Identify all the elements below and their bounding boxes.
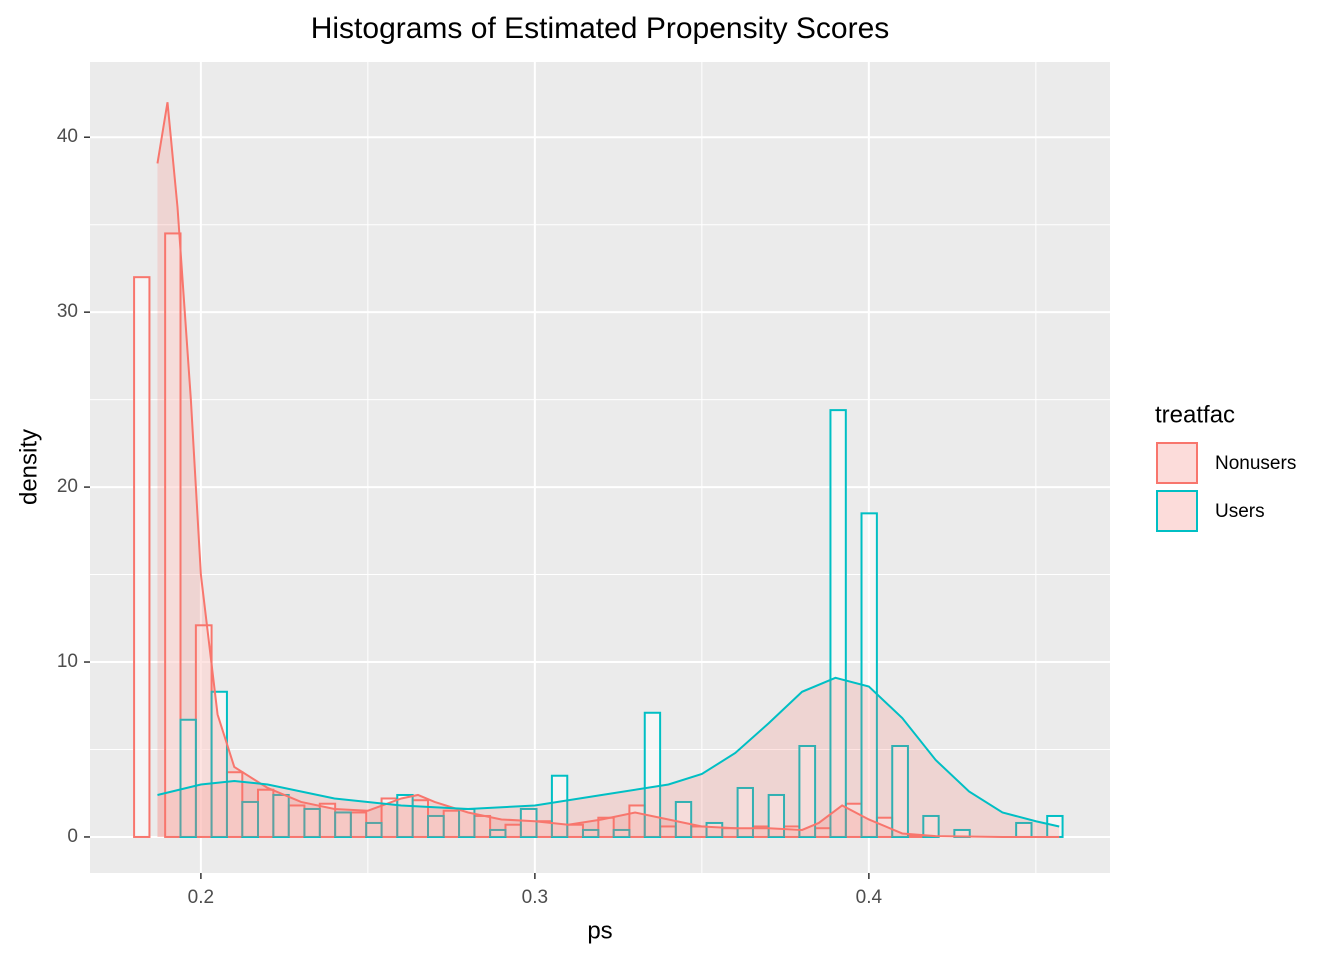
- histogram-bar: [860, 512, 878, 838]
- histogram-bar: [241, 800, 259, 838]
- plot-panel: [90, 62, 1110, 873]
- histogram-bar: [922, 814, 940, 838]
- histogram-bar: [426, 814, 445, 838]
- x-tick-label: 0.2: [188, 887, 214, 908]
- density-fill: [157, 677, 1060, 837]
- histogram-bar: [272, 793, 290, 838]
- y-tick-label: 20: [57, 476, 78, 497]
- histogram-bar: [612, 828, 631, 838]
- histogram-bar: [581, 828, 600, 838]
- legend-swatch: [1156, 442, 1198, 484]
- axes: 0.2 0.3 0.4 0 10 20 30 40: [57, 126, 883, 908]
- histogram-bar: [210, 690, 228, 838]
- histogram-bar: [133, 276, 151, 838]
- histogram-bar: [179, 718, 197, 838]
- legend-label: Users: [1215, 501, 1265, 522]
- histogram-bar: [303, 807, 321, 838]
- chart-title: Histograms of Estimated Propensity Score…: [311, 12, 890, 45]
- legend: treatfac Nonusers Users: [1155, 401, 1296, 532]
- legend-swatch: [1156, 490, 1198, 532]
- histogram-bar: [798, 744, 817, 838]
- histogram-bar: [164, 232, 182, 838]
- histogram-bar: [334, 811, 352, 838]
- histogram-bar: [550, 774, 569, 838]
- histogram-bar: [643, 711, 662, 838]
- y-axis-title: density: [15, 429, 42, 505]
- density-line: [156, 102, 1060, 838]
- histogram-bar: [767, 793, 786, 838]
- x-axis-title: ps: [587, 917, 612, 944]
- histogram-bar: [891, 744, 909, 838]
- y-tick-label: 30: [57, 301, 78, 322]
- legend-label: Nonusers: [1215, 453, 1296, 474]
- histogram-bar: [365, 821, 383, 838]
- y-tick-label: 0: [67, 826, 78, 847]
- y-tick-label: 10: [57, 651, 78, 672]
- histogram-bar: [829, 409, 847, 838]
- density-line: [157, 676, 1060, 828]
- histogram-bar: [736, 786, 754, 838]
- legend-title: treatfac: [1155, 401, 1235, 428]
- x-tick-label: 0.3: [522, 887, 548, 908]
- x-tick-label: 0.4: [856, 887, 883, 908]
- y-tick-label: 40: [57, 126, 78, 147]
- histogram-bar: [489, 828, 507, 838]
- histogram-bar: [674, 800, 693, 838]
- marks: [133, 102, 1064, 838]
- histogram-bar: [519, 807, 538, 838]
